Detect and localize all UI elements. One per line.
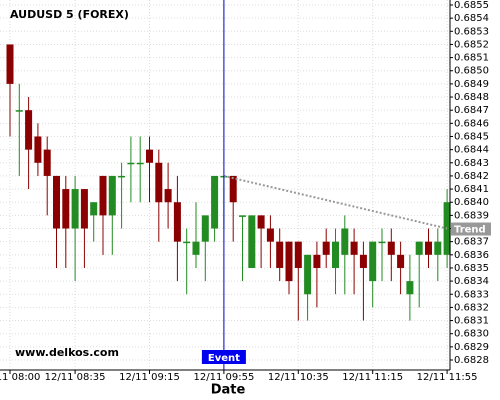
x-tick-label: 12/11 11:15	[342, 372, 403, 383]
trend-label: Trend	[454, 225, 486, 236]
candle-body	[62, 189, 70, 229]
candle-body	[378, 241, 386, 244]
candle-body	[415, 241, 423, 255]
y-tick-label: 0.6851	[454, 53, 489, 64]
y-tick-label: 0.6828	[454, 355, 489, 366]
candle-body	[211, 175, 219, 229]
candle-body	[146, 149, 153, 163]
candle-body	[71, 189, 79, 229]
candle-body	[387, 241, 395, 255]
x-tick-label: 12/11 08:35	[45, 372, 106, 383]
candle-body	[434, 241, 442, 255]
y-tick-label: 0.6848	[454, 92, 489, 103]
y-tick-label: 0.6834	[454, 276, 489, 287]
candle-body	[332, 241, 339, 268]
candle-body	[406, 281, 414, 295]
candle-body	[229, 175, 237, 203]
candle-body	[276, 241, 284, 268]
candle-body	[239, 215, 246, 217]
candle-body	[257, 215, 265, 229]
x-tick-label: 12/11 08:00	[0, 372, 40, 383]
candle-body	[313, 254, 321, 268]
candle-body	[15, 110, 23, 112]
y-tick-label: 0.6830	[454, 329, 489, 340]
candle-body	[359, 254, 367, 268]
y-tick-label: 0.6840	[454, 197, 489, 208]
watermark: www.delkos.com	[15, 346, 119, 359]
candle-body	[90, 202, 98, 216]
event-label: Event	[208, 353, 240, 364]
candle-body	[192, 241, 200, 255]
x-tick-label: 12/11 09:55	[193, 372, 254, 383]
y-tick-label: 0.6836	[454, 250, 489, 261]
candle-body	[266, 228, 274, 242]
candle-body	[25, 110, 33, 150]
y-tick-label: 0.6831	[454, 316, 489, 327]
candle-body	[397, 254, 405, 268]
x-tick-label: 12/11 11:55	[417, 372, 478, 383]
candle-body	[425, 241, 432, 255]
candle-body	[248, 215, 256, 268]
y-tick-label: 0.6832	[454, 302, 489, 313]
y-tick-label: 0.6845	[454, 131, 489, 142]
y-tick-label: 0.6853	[454, 26, 489, 37]
x-tick-label: 12/11 10:35	[268, 372, 329, 383]
candle-body	[201, 215, 209, 242]
y-tick-label: 0.6839	[454, 210, 489, 221]
y-tick-label: 0.6850	[454, 66, 489, 77]
candle-body	[99, 175, 107, 216]
candle-body	[322, 241, 330, 255]
y-tick-label: 0.6841	[454, 184, 489, 195]
y-tick-label: 0.6849	[454, 79, 489, 90]
event-label-bg	[201, 350, 246, 364]
x-axis-title: Date	[211, 383, 246, 398]
candle-body	[304, 254, 312, 295]
candle-body	[164, 189, 172, 203]
candle-body	[341, 228, 349, 255]
candle-body	[53, 175, 60, 229]
candle-body	[294, 241, 302, 268]
y-tick-label: 0.6855	[454, 0, 489, 11]
y-tick-label: 0.6842	[454, 171, 489, 182]
y-tick-label: 0.6847	[454, 105, 489, 116]
candle-body	[155, 162, 163, 203]
candle-body	[136, 162, 144, 165]
y-tick-label: 0.6854	[454, 13, 489, 24]
y-tick-label: 0.6837	[454, 237, 489, 248]
candle-body	[118, 175, 126, 178]
candle-body	[43, 149, 51, 176]
candle-body	[34, 136, 42, 163]
y-tick-label: 0.6844	[454, 145, 489, 156]
chart-title: AUDUSD 5 (FOREX)	[10, 8, 129, 21]
y-tick-label: 0.6829	[454, 342, 489, 353]
y-tick-label: 0.6852	[454, 39, 489, 50]
y-tick-label: 0.6846	[454, 118, 489, 129]
y-tick-label: 0.6833	[454, 289, 489, 300]
trend-label-bg	[451, 222, 491, 236]
y-tick-label: 0.6843	[454, 158, 489, 169]
candle-body	[80, 189, 88, 229]
candle-body	[350, 241, 358, 255]
candle-body	[108, 175, 116, 216]
y-tick-label: 0.6835	[454, 263, 489, 274]
candle-body	[6, 44, 14, 84]
candle-body	[127, 162, 135, 165]
candle-body	[173, 202, 181, 242]
candle-body	[183, 241, 191, 244]
x-tick-label: 12/11 09:15	[119, 372, 180, 383]
candle-body	[369, 241, 377, 282]
candle-body	[285, 241, 293, 282]
